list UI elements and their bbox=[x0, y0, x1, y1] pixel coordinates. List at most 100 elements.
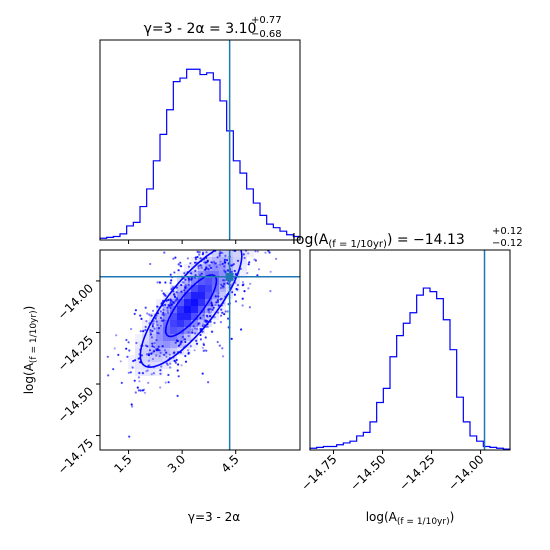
scatter-point bbox=[230, 230, 232, 232]
scatter-point bbox=[224, 270, 227, 273]
scatter-point bbox=[176, 394, 179, 397]
scatter-point bbox=[175, 298, 178, 301]
scatter-point bbox=[141, 389, 144, 392]
scatter-point bbox=[197, 236, 199, 238]
scatter-point bbox=[242, 253, 245, 256]
scatter-point bbox=[265, 232, 267, 234]
density-cell bbox=[191, 285, 198, 292]
density-cell bbox=[184, 278, 191, 285]
joint-y-ticks: −14.00 −14.25 −14.50 −14.75 bbox=[55, 280, 100, 477]
scatter-point bbox=[163, 313, 166, 316]
density-cell bbox=[156, 348, 163, 355]
density-cell bbox=[184, 292, 191, 299]
scatter-point bbox=[142, 330, 145, 333]
scatter-point bbox=[201, 372, 204, 375]
scatter-point bbox=[247, 287, 250, 290]
density-cell bbox=[233, 250, 240, 257]
density-cell bbox=[135, 341, 142, 348]
scatter-point bbox=[257, 268, 261, 271]
density-cell bbox=[163, 299, 170, 306]
scatter-point bbox=[194, 256, 197, 259]
scatter-point bbox=[234, 272, 237, 275]
scatter-point bbox=[227, 269, 230, 272]
density-cell bbox=[149, 348, 156, 355]
scatter-point bbox=[236, 284, 239, 287]
scatter-point bbox=[197, 267, 200, 270]
density-cell bbox=[142, 369, 149, 376]
scatter-point bbox=[215, 265, 218, 268]
scatter-point bbox=[191, 331, 194, 334]
density-cell bbox=[163, 306, 170, 313]
density-cell bbox=[198, 306, 205, 313]
scatter-point bbox=[187, 331, 190, 334]
scatter-point bbox=[205, 251, 208, 254]
scatter-point bbox=[174, 360, 177, 363]
scatter-point bbox=[211, 261, 214, 264]
scatter-point bbox=[217, 300, 220, 303]
scatter-point bbox=[150, 314, 153, 317]
scatter-point bbox=[210, 301, 213, 305]
scatter-point bbox=[221, 311, 224, 314]
scatter-point bbox=[132, 359, 135, 363]
scatter-point bbox=[184, 360, 188, 363]
scatter-point bbox=[169, 273, 172, 276]
scatter-point bbox=[191, 328, 194, 331]
density-cell bbox=[156, 369, 163, 376]
scatter-point bbox=[187, 352, 190, 355]
scatter-point bbox=[199, 264, 202, 267]
scatter-point bbox=[218, 252, 221, 255]
scatter-point bbox=[223, 246, 225, 248]
scatter-point bbox=[216, 340, 219, 344]
scatter-point bbox=[236, 232, 238, 234]
scatter-point bbox=[181, 335, 184, 339]
gamma-marginal-title-sub: −0.68 bbox=[251, 29, 282, 40]
scatter-point bbox=[189, 272, 192, 275]
joint-x-tick-label: 4.5 bbox=[218, 452, 241, 475]
scatter-point bbox=[151, 325, 154, 328]
scatter-point bbox=[198, 251, 201, 254]
scatter-point bbox=[210, 330, 213, 333]
density-cell bbox=[212, 264, 219, 271]
scatter-point bbox=[235, 287, 238, 291]
scatter-point bbox=[214, 303, 217, 306]
scatter-point bbox=[250, 185, 252, 187]
scatter-point bbox=[256, 274, 259, 277]
joint-contour-inner bbox=[164, 274, 218, 338]
scatter-point bbox=[187, 283, 190, 286]
scatter-point bbox=[243, 204, 245, 206]
density-cell bbox=[191, 299, 198, 306]
scatter-point bbox=[186, 257, 189, 260]
scatter-point bbox=[253, 258, 256, 261]
scatter-point bbox=[244, 201, 246, 203]
scatter-point bbox=[176, 339, 179, 342]
density-cell bbox=[198, 320, 205, 327]
density-cell bbox=[184, 271, 191, 278]
scatter-point bbox=[223, 313, 226, 316]
scatter-point bbox=[127, 371, 130, 374]
joint-frame bbox=[99, 249, 301, 451]
scatter-point bbox=[171, 301, 175, 304]
scatter-point bbox=[187, 280, 190, 283]
scatter-point bbox=[151, 342, 154, 345]
amplitude-marginal-frame bbox=[309, 249, 511, 451]
density-cell bbox=[233, 264, 240, 271]
scatter-point bbox=[173, 271, 176, 274]
scatter-point bbox=[207, 381, 210, 384]
density-cell bbox=[184, 334, 191, 341]
scatter-point bbox=[177, 375, 180, 378]
scatter-point bbox=[211, 308, 214, 311]
density-cell bbox=[198, 299, 205, 306]
density-cell bbox=[198, 278, 205, 285]
density-cell bbox=[205, 313, 212, 320]
scatter-point bbox=[107, 374, 110, 377]
scatter-point bbox=[151, 329, 154, 333]
density-cell bbox=[156, 313, 163, 320]
scatter-point bbox=[159, 369, 162, 372]
amplitude-histogram-steps bbox=[309, 287, 511, 450]
scatter-point bbox=[175, 291, 178, 294]
scatter-point bbox=[244, 229, 246, 231]
scatter-point bbox=[187, 265, 191, 268]
scatter-point bbox=[177, 263, 180, 266]
scatter-point bbox=[193, 245, 195, 247]
joint-y-tick-label: −14.75 bbox=[55, 436, 96, 477]
